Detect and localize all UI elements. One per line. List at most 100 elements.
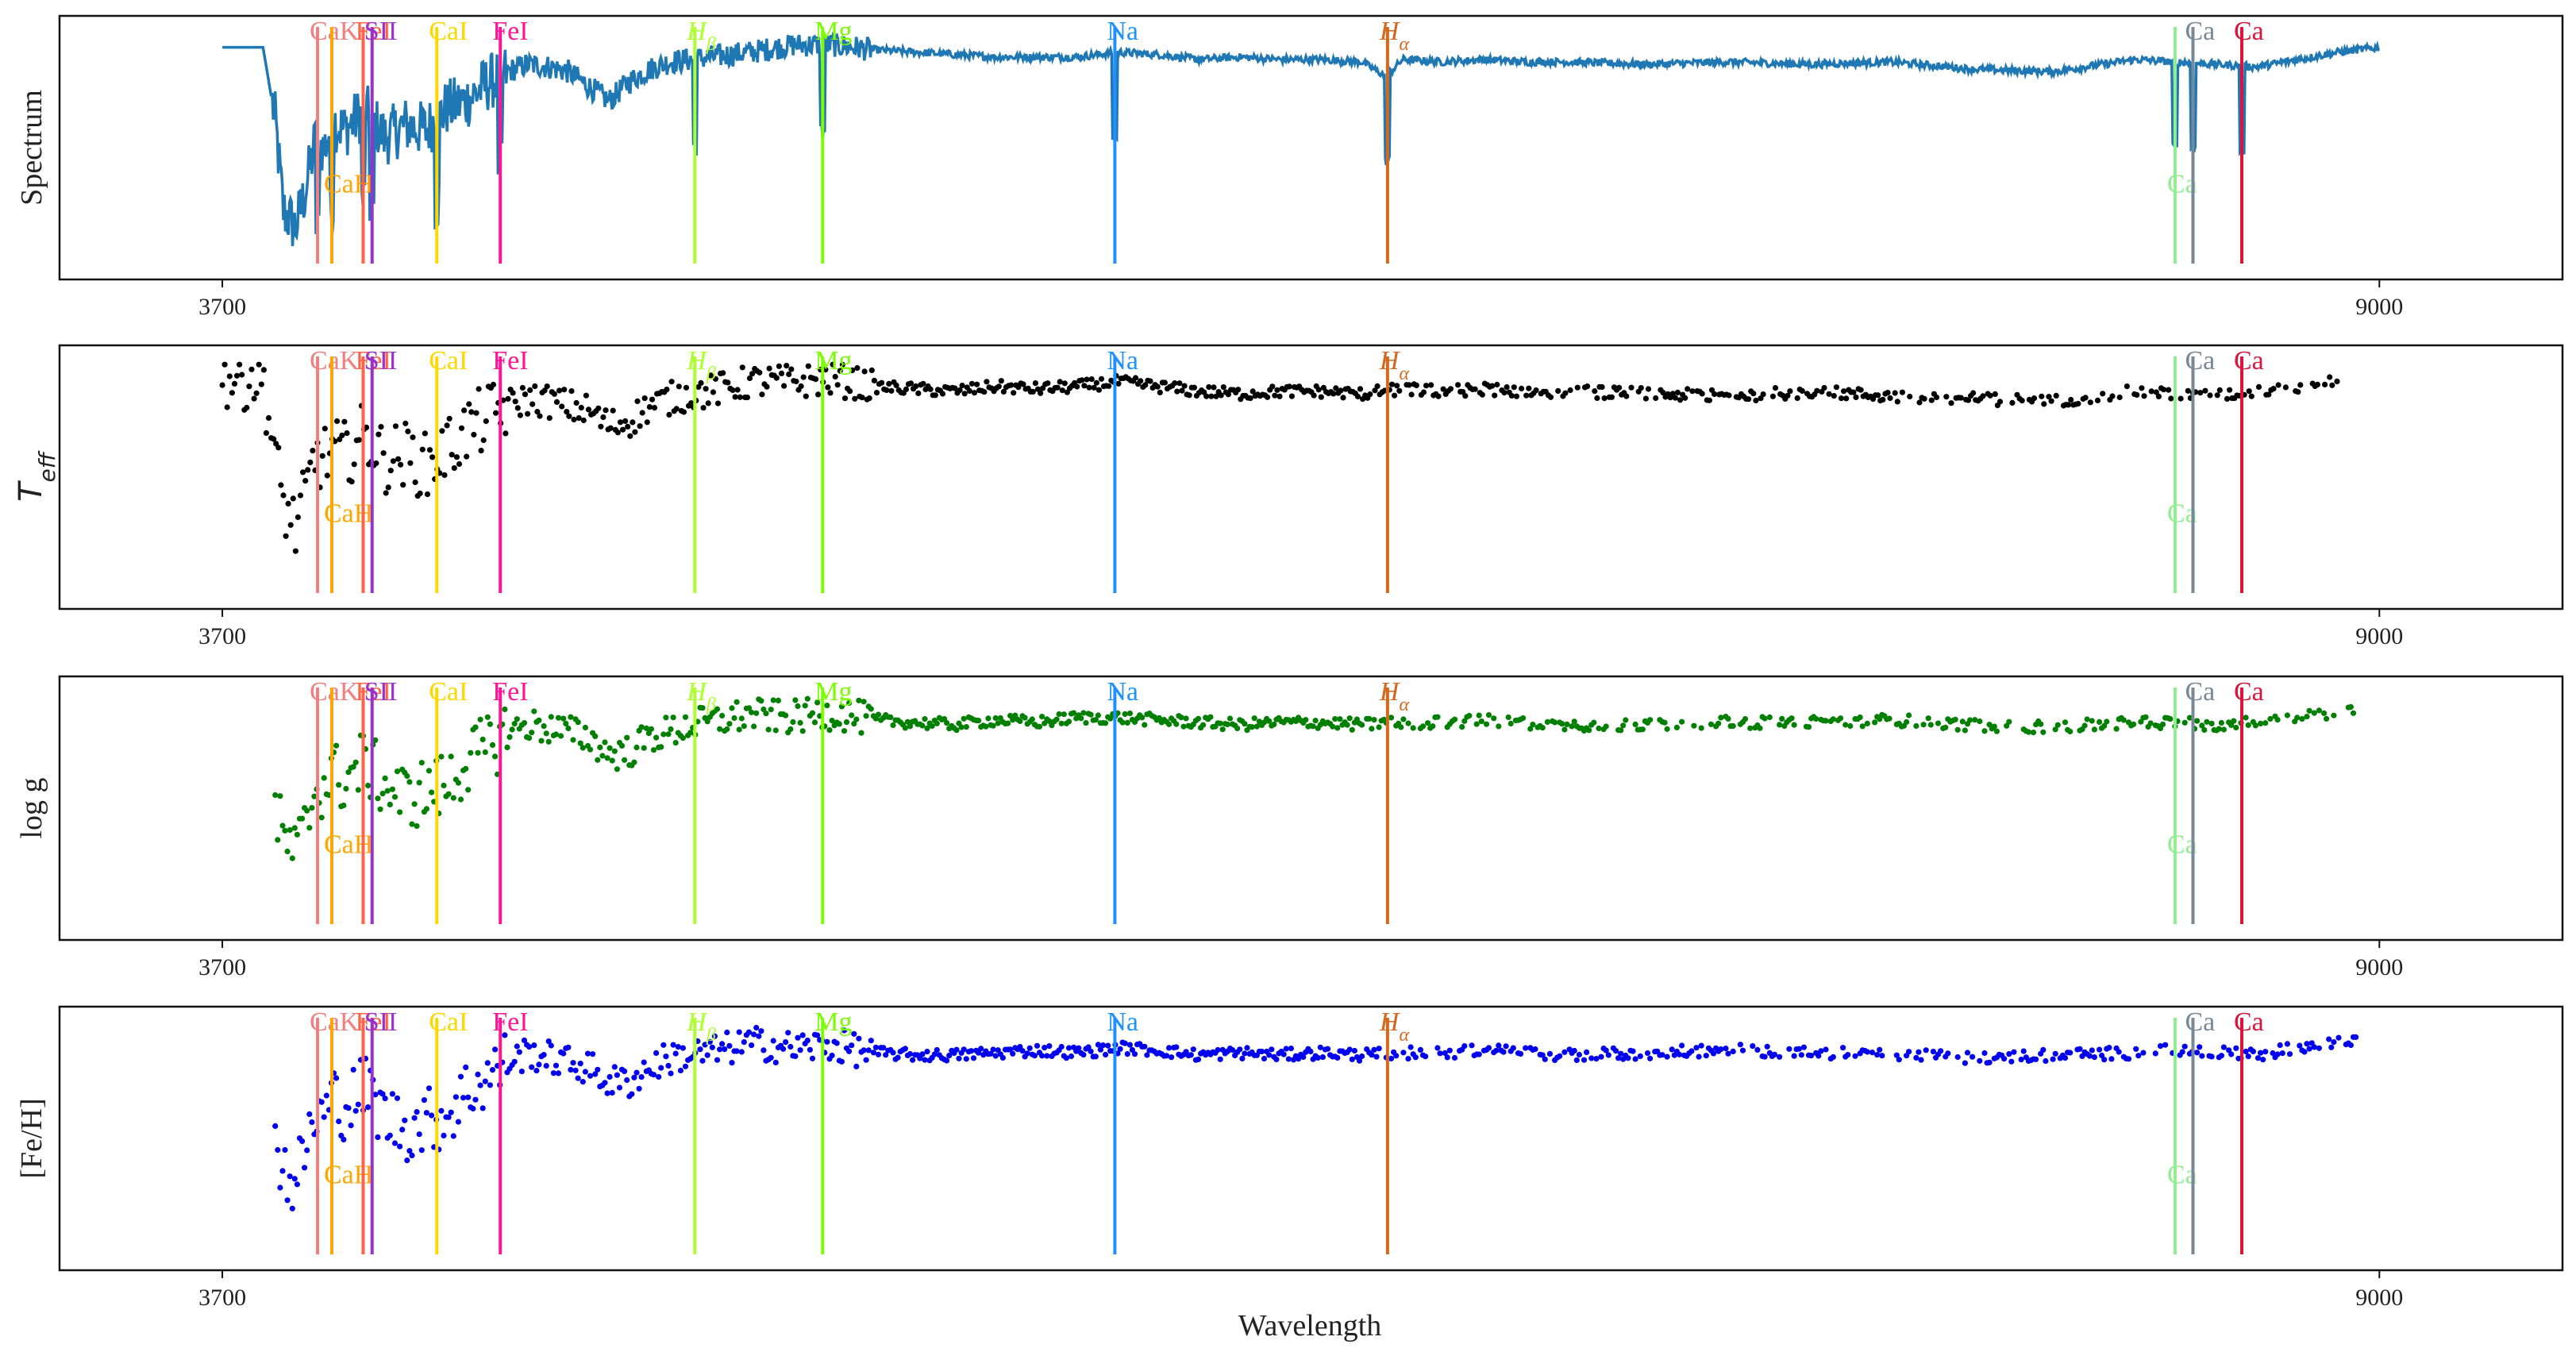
data-point [670, 715, 676, 721]
data-point [851, 721, 857, 727]
data-point [676, 383, 682, 390]
data-point [868, 706, 874, 712]
data-point [397, 809, 403, 815]
data-point [2284, 712, 2290, 718]
data-point [700, 405, 707, 411]
data-point [1011, 390, 1017, 396]
data-point [984, 379, 990, 385]
data-point [1677, 397, 1684, 403]
data-point [1492, 392, 1498, 399]
data-point [1762, 1053, 1768, 1060]
data-point [350, 1066, 356, 1073]
data-point [426, 447, 433, 453]
data-point [1508, 392, 1515, 399]
data-point [448, 1109, 454, 1115]
data-point [1230, 1047, 1236, 1053]
data-point [352, 1107, 359, 1114]
data-point [1088, 711, 1094, 718]
data-point [352, 759, 359, 765]
data-point [1359, 722, 1365, 728]
data-point [506, 734, 513, 741]
data-point [2228, 722, 2235, 729]
data-point [1344, 722, 1350, 728]
data-point [1593, 1056, 1600, 1062]
data-point [472, 1096, 479, 1103]
data-point [493, 410, 499, 416]
data-point [1996, 399, 2004, 405]
data-point [707, 372, 714, 379]
data-point [318, 1099, 325, 1105]
data-point [1664, 1053, 1670, 1060]
data-point [450, 795, 456, 801]
data-point [682, 714, 689, 720]
data-point [465, 1094, 472, 1100]
panel-0: 37009000SpectrumCaKCaHFeISIICaIFeIHβMgNa… [15, 14, 2564, 320]
data-point [1061, 711, 1067, 718]
data-point [1798, 1052, 1804, 1058]
data-point [1899, 389, 1905, 395]
data-point [841, 1027, 848, 1034]
data-point [2321, 710, 2328, 717]
data-point [1685, 386, 1691, 392]
data-point [1826, 391, 1832, 397]
data-point [473, 410, 479, 416]
data-point [650, 1072, 657, 1078]
data-point [1142, 1043, 1148, 1050]
data-point [543, 730, 549, 737]
data-point [402, 1117, 408, 1123]
data-point [1943, 394, 1950, 400]
data-point [2104, 718, 2110, 725]
data-point [260, 367, 267, 373]
spectral-line-label: Hβ [686, 677, 716, 715]
data-point [511, 721, 518, 727]
data-point [606, 745, 613, 751]
data-point [1886, 715, 1893, 722]
data-point [2152, 1050, 2158, 1057]
data-point [992, 1053, 999, 1059]
data-point [968, 380, 975, 387]
data-point [2246, 388, 2252, 395]
data-point [384, 788, 391, 794]
data-point [649, 396, 656, 403]
data-point [2053, 392, 2059, 399]
plot-frame [58, 344, 2564, 611]
data-point [861, 1047, 867, 1053]
data-point [391, 1140, 399, 1146]
data-point [792, 697, 799, 703]
data-point [399, 1127, 406, 1133]
data-point [1691, 722, 1697, 729]
data-point [1954, 1053, 1961, 1061]
data-point [512, 399, 518, 405]
plot-frame [58, 675, 2564, 942]
data-point [2304, 1041, 2310, 1047]
data-point [597, 744, 603, 751]
data-point [587, 746, 594, 753]
data-point [323, 1092, 329, 1099]
data-point [741, 1039, 747, 1046]
data-point [719, 1041, 726, 1047]
data-point [563, 720, 569, 727]
data-point [625, 423, 631, 430]
data-point [1787, 388, 1793, 395]
data-point [1407, 1044, 1414, 1050]
data-point [2020, 1048, 2027, 1054]
data-point [839, 361, 845, 368]
data-point [445, 1114, 452, 1120]
data-point [1710, 1050, 1717, 1057]
data-point [1217, 1056, 1223, 1062]
data-point [1376, 724, 1382, 730]
data-point [830, 361, 836, 368]
data-point [783, 712, 789, 718]
data-point [1730, 722, 1736, 730]
data-point [2067, 1050, 2074, 1056]
data-point [843, 719, 850, 726]
data-point [849, 367, 856, 373]
data-point [375, 1134, 381, 1140]
data-point [719, 712, 726, 719]
data-point [1584, 383, 1591, 390]
data-point [387, 468, 394, 474]
data-point [458, 425, 465, 431]
data-point [2048, 398, 2054, 404]
data-point [1428, 382, 1434, 388]
data-point [2125, 1056, 2132, 1062]
